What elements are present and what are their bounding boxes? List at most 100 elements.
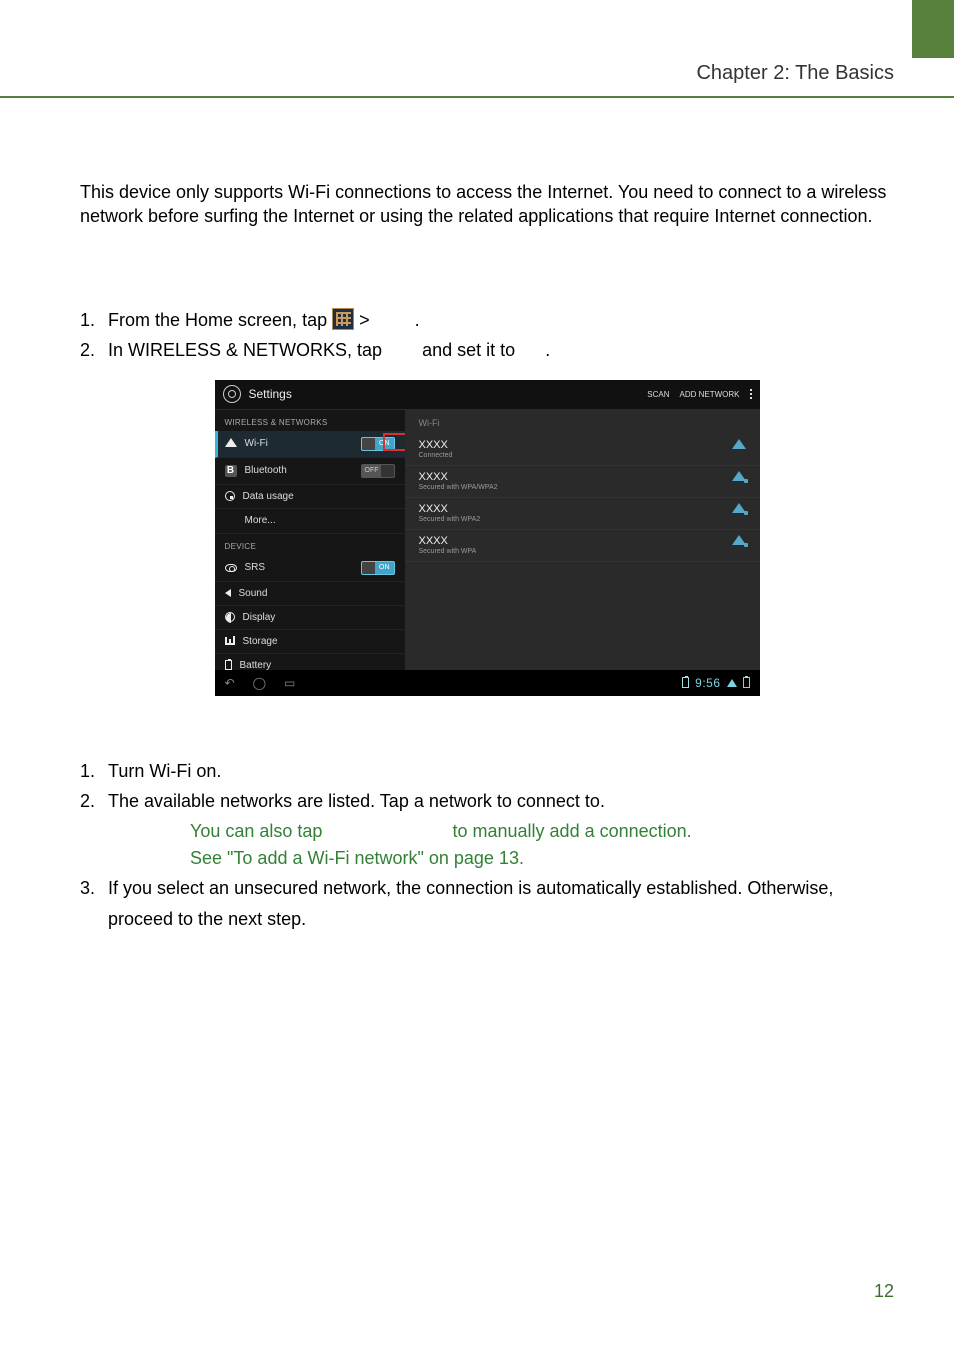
status-battery-icon — [682, 677, 689, 688]
signal-lock-icon — [732, 535, 746, 545]
step-1-period: . — [375, 310, 420, 330]
step-1-text-pre: From the Home screen, tap — [108, 310, 332, 330]
network-status: Connected — [419, 452, 453, 459]
sidebar-data-label: Data usage — [243, 491, 294, 502]
page-accent — [912, 0, 954, 58]
settings-titlebar: Settings SCAN ADD NETWORK — [215, 380, 760, 410]
note-line-1: You can also tap to manually add a conne… — [190, 819, 894, 844]
scan-button[interactable]: SCAN — [647, 390, 669, 399]
chapter-header: Chapter 2: The Basics — [696, 62, 894, 85]
connect-step-2-text: The available networks are listed. Tap a… — [108, 791, 605, 811]
wifi-panel-header: Wi-Fi — [405, 410, 760, 434]
note-1b: to manually add a connection. — [453, 821, 692, 841]
network-row[interactable]: XXXX Connected — [405, 434, 760, 466]
bt-toggle-label: OFF — [362, 467, 382, 474]
step-number: 1. — [80, 756, 95, 787]
page-content: This device only supports Wi-Fi connecti… — [80, 180, 894, 935]
display-icon — [225, 612, 235, 622]
note-blank — [327, 821, 447, 841]
signal-icon — [732, 439, 746, 449]
header-rule — [0, 96, 954, 98]
highlight-box — [383, 433, 405, 451]
signal-lock-icon — [732, 503, 746, 513]
wifi-panel: Wi-Fi XXXX Connected XXXX Secured with W… — [405, 410, 760, 670]
status-wifi-icon — [727, 679, 737, 687]
status-battery-icon-2 — [743, 677, 750, 688]
wifi-icon — [225, 438, 237, 450]
step-2: 2. In WIRELESS & NETWORKS, tap and set i… — [80, 335, 894, 366]
sidebar-item-battery[interactable]: Battery — [215, 654, 405, 670]
sidebar-storage-label: Storage — [243, 636, 278, 647]
sidebar-item-wifi[interactable]: Wi-Fi ON — [215, 431, 405, 458]
step-number: 1. — [80, 305, 95, 336]
gear-icon — [223, 385, 241, 403]
note-1a: You can also tap — [190, 821, 327, 841]
bluetooth-toggle[interactable]: OFF — [361, 464, 395, 478]
network-ssid: XXXX — [419, 471, 498, 483]
step-2-text-post: . — [545, 340, 550, 360]
step-2-text-pre: In WIRELESS & NETWORKS, tap — [108, 340, 387, 360]
data-usage-icon — [225, 491, 235, 501]
network-ssid: XXXX — [419, 439, 453, 451]
sidebar-sound-label: Sound — [239, 588, 268, 599]
network-row[interactable]: XXXX Secured with WPA/WPA2 — [405, 466, 760, 498]
connect-step-2: 2. The available networks are listed. Ta… — [80, 786, 894, 817]
sidebar-bt-label: Bluetooth — [245, 465, 287, 476]
sidebar-item-data-usage[interactable]: Data usage — [215, 485, 405, 509]
back-icon[interactable]: ↶ — [225, 676, 235, 690]
sidebar-battery-label: Battery — [240, 660, 272, 670]
step-2-blank2 — [520, 340, 540, 360]
network-row[interactable]: XXXX Secured with WPA — [405, 530, 760, 562]
android-navbar: ↶ ◯ ▭ 9:56 — [215, 670, 760, 696]
sidebar-item-more[interactable]: More... — [215, 509, 405, 534]
connect-step-1-text: Turn Wi-Fi on. — [108, 761, 221, 781]
connect-steps-cont: 3. If you select an unsecured network, t… — [80, 873, 894, 934]
overflow-icon[interactable] — [750, 389, 752, 399]
sidebar-more-label: More... — [245, 515, 276, 526]
srs-toggle-label: ON — [375, 564, 394, 571]
step-1: 1. From the Home screen, tap > . — [80, 305, 894, 336]
sidebar-srs-label: SRS — [245, 562, 266, 573]
connect-step-3-text: If you select an unsecured network, the … — [108, 878, 833, 929]
sidebar-item-bluetooth[interactable]: B Bluetooth OFF — [215, 458, 405, 485]
apps-grid-icon — [332, 308, 354, 330]
blank-icon — [225, 515, 237, 527]
network-status: Secured with WPA2 — [419, 516, 481, 523]
sidebar-item-storage[interactable]: Storage — [215, 630, 405, 654]
home-icon[interactable]: ◯ — [253, 676, 266, 690]
step-number: 2. — [80, 335, 95, 366]
step-2-text-mid: and set it to — [422, 340, 520, 360]
step-number: 2. — [80, 786, 95, 817]
network-row[interactable]: XXXX Secured with WPA2 — [405, 498, 760, 530]
battery-icon — [225, 660, 232, 670]
storage-icon — [225, 637, 235, 645]
network-status: Secured with WPA — [419, 548, 477, 555]
sidebar-display-label: Display — [243, 612, 276, 623]
sidebar-item-display[interactable]: Display — [215, 606, 405, 630]
network-status: Secured with WPA/WPA2 — [419, 484, 498, 491]
settings-title: Settings — [249, 387, 292, 401]
step-2-blank1 — [387, 340, 417, 360]
step-1-text-post: > — [359, 310, 375, 330]
sidebar-item-srs[interactable]: SRS ON — [215, 555, 405, 582]
add-network-button[interactable]: ADD NETWORK — [680, 390, 740, 399]
srs-toggle[interactable]: ON — [361, 561, 395, 575]
page-number: 12 — [874, 1281, 894, 1302]
titlebar-actions: SCAN ADD NETWORK — [647, 389, 751, 399]
intro-paragraph: This device only supports Wi-Fi connecti… — [80, 180, 894, 229]
sidebar-header-device: DEVICE — [215, 534, 405, 555]
recent-icon[interactable]: ▭ — [284, 676, 295, 690]
note-line-2: See "To add a Wi-Fi network" on page 13. — [190, 846, 894, 871]
signal-lock-icon — [732, 471, 746, 481]
sound-icon — [225, 589, 231, 597]
network-ssid: XXXX — [419, 503, 481, 515]
connect-step-3: 3. If you select an unsecured network, t… — [80, 873, 894, 934]
step-number: 3. — [80, 873, 95, 904]
srs-icon — [225, 564, 237, 572]
connect-step-1: 1. Turn Wi-Fi on. — [80, 756, 894, 787]
settings-screenshot: Settings SCAN ADD NETWORK WIRELESS & NET… — [215, 380, 760, 696]
turn-on-steps: 1. From the Home screen, tap > . 2. In W… — [80, 305, 894, 366]
sidebar-item-sound[interactable]: Sound — [215, 582, 405, 606]
sidebar-wifi-label: Wi-Fi — [245, 438, 268, 449]
network-ssid: XXXX — [419, 535, 477, 547]
